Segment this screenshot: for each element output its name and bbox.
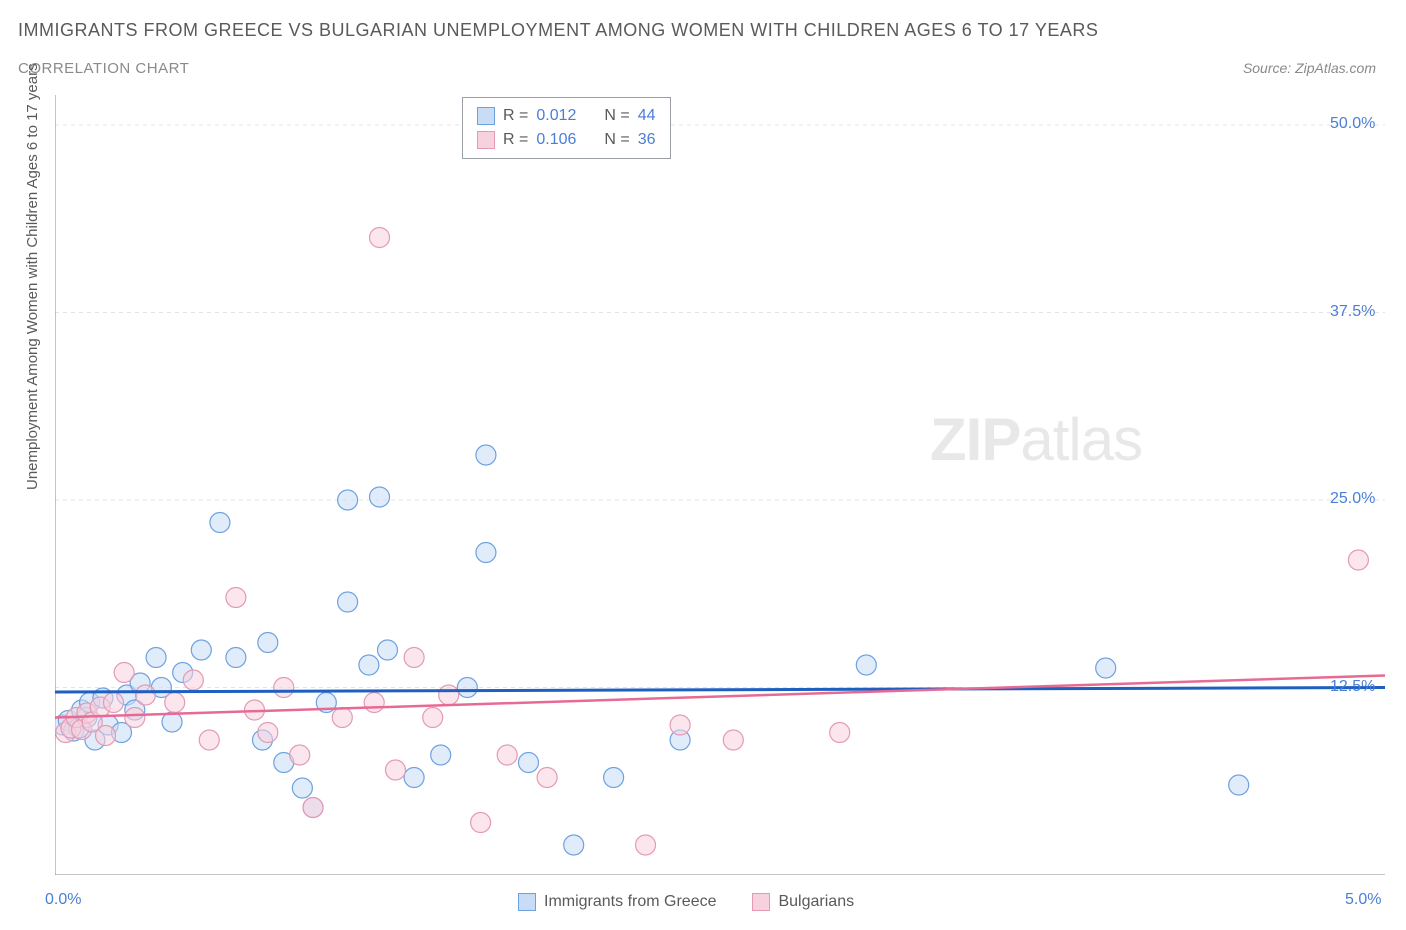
chart-title: IMMIGRANTS FROM GREECE VS BULGARIAN UNEM… [18,20,1098,41]
r-label: R = [503,107,528,125]
data-point-greece [476,445,496,465]
data-point-greece [146,648,166,668]
data-point-greece [210,513,230,533]
legend-item: Immigrants from Greece [518,893,716,911]
y-axis-label: Unemployment Among Women with Children A… [24,63,41,490]
data-point-bulgarians [471,813,491,833]
legend-label: Immigrants from Greece [544,893,716,911]
trend-line-greece [55,688,1385,693]
data-point-greece [338,490,358,510]
trend-line-bulgarians [55,676,1385,718]
data-point-greece [1229,775,1249,795]
data-point-greece [476,543,496,563]
n-label: N = [604,107,629,125]
data-point-greece [191,640,211,660]
source-attribution: Source: ZipAtlas.com [1243,60,1376,76]
legend-swatch [477,107,495,125]
legend-label: Bulgarians [778,893,854,911]
data-point-greece [564,835,584,855]
data-point-bulgarians [199,730,219,750]
data-point-greece [258,633,278,653]
data-point-bulgarians [497,745,517,765]
r-label: R = [503,131,528,149]
series-legend: Immigrants from Greece Bulgarians [518,893,854,911]
data-point-bulgarians [96,726,116,746]
data-point-greece [404,768,424,788]
chart-subtitle: CORRELATION CHART [18,60,189,77]
data-point-bulgarians [332,708,352,728]
legend-swatch [752,893,770,911]
data-point-bulgarians [636,835,656,855]
data-point-greece [518,753,538,773]
x-axis-max-label: 5.0% [1345,891,1381,909]
legend-item: Bulgarians [752,893,854,911]
y-tick-label: 25.0% [1330,490,1375,508]
data-point-greece [370,487,390,507]
data-point-bulgarians [114,663,134,683]
data-point-greece [431,745,451,765]
data-point-bulgarians [364,693,384,713]
data-point-bulgarians [370,228,390,248]
data-point-greece [856,655,876,675]
data-point-bulgarians [165,693,185,713]
data-point-greece [378,640,398,660]
legend-stat-row: R = 0.106 N = 36 [477,128,656,152]
data-point-bulgarians [723,730,743,750]
data-point-bulgarians [303,798,323,818]
data-point-bulgarians [290,745,310,765]
data-point-bulgarians [274,678,294,698]
data-point-bulgarians [423,708,443,728]
data-point-bulgarians [439,685,459,705]
n-label: N = [604,131,629,149]
data-point-bulgarians [104,693,124,713]
legend-swatch [477,131,495,149]
data-point-bulgarians [537,768,557,788]
n-value: 44 [638,107,656,125]
data-point-bulgarians [830,723,850,743]
data-point-bulgarians [125,708,145,728]
data-point-bulgarians [1348,550,1368,570]
legend-swatch [518,893,536,911]
x-axis-min-label: 0.0% [45,891,81,909]
y-tick-label: 50.0% [1330,115,1375,133]
data-point-greece [292,778,312,798]
data-point-greece [604,768,624,788]
data-point-bulgarians [183,670,203,690]
data-point-bulgarians [135,685,155,705]
n-value: 36 [638,131,656,149]
y-tick-label: 37.5% [1330,303,1375,321]
correlation-legend: R = 0.012 N = 44 R = 0.106 N = 36 [462,97,671,159]
data-point-bulgarians [385,760,405,780]
data-point-greece [1096,658,1116,678]
data-point-bulgarians [226,588,246,608]
scatter-plot [55,95,1385,875]
data-point-bulgarians [404,648,424,668]
r-value: 0.106 [536,131,576,149]
data-point-greece [359,655,379,675]
legend-stat-row: R = 0.012 N = 44 [477,104,656,128]
data-point-bulgarians [670,715,690,735]
data-point-greece [226,648,246,668]
data-point-bulgarians [258,723,278,743]
data-point-greece [338,592,358,612]
r-value: 0.012 [536,107,576,125]
data-point-greece [457,678,477,698]
y-tick-label: 12.5% [1330,678,1375,696]
